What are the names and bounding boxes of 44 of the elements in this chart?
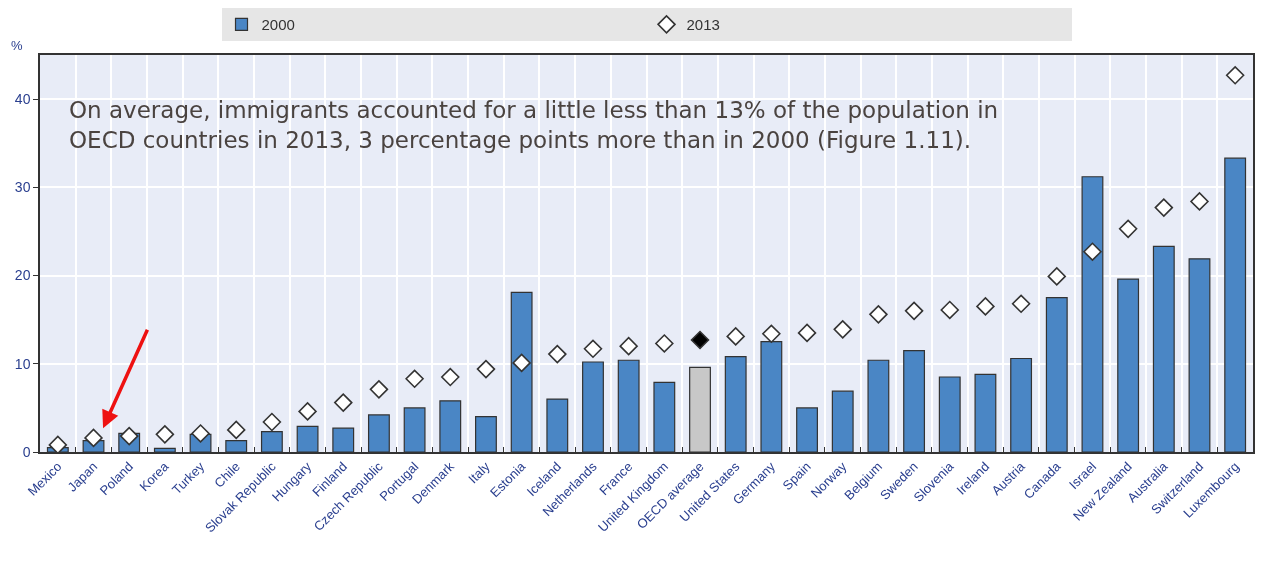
- point: [191, 424, 210, 443]
- point: [369, 380, 389, 399]
- point: [1118, 219, 1138, 239]
- y-tick-label: 0: [22, 443, 31, 460]
- point: [1225, 66, 1245, 85]
- point: [904, 301, 924, 321]
- point: [1047, 267, 1067, 286]
- point: [405, 369, 424, 389]
- point: [726, 327, 745, 346]
- point: [762, 324, 781, 344]
- point: [476, 359, 496, 379]
- annotation: On average, immigrants accounted for a little less than 13% of the population in OECD countries in 2013, 3 percentage points more than in 2000 (Figure 1.11).: [69, 97, 999, 153]
- point: [226, 420, 246, 440]
- point: [869, 305, 888, 324]
- y-tick-label: 10: [14, 355, 31, 372]
- y-tick-label: 30: [14, 179, 31, 196]
- y-tick-label: 40: [14, 91, 31, 108]
- point: [1154, 198, 1174, 217]
- point: [155, 425, 175, 444]
- point: [655, 334, 674, 353]
- point: [833, 320, 852, 339]
- point: [548, 344, 567, 364]
- point: [619, 336, 638, 356]
- point: [1083, 242, 1102, 261]
- point: [797, 323, 817, 343]
- legend-label: 2000: [261, 16, 295, 34]
- point: [262, 412, 282, 432]
- point: [84, 428, 103, 448]
- point: [583, 339, 603, 359]
- point: [119, 426, 139, 446]
- point: [334, 393, 353, 412]
- legend-label: 2013: [686, 16, 720, 34]
- point: [298, 402, 317, 421]
- point: [1011, 294, 1031, 314]
- x-tick-label: Italy: [465, 458, 494, 487]
- point: [512, 353, 531, 373]
- point: [441, 367, 460, 387]
- point: [976, 297, 995, 316]
- point: [940, 300, 959, 320]
- point: [1190, 192, 1209, 211]
- point: [690, 330, 710, 350]
- y-tick-label: 20: [14, 267, 31, 284]
- y-axis-title: %: [11, 38, 23, 53]
- point: [48, 435, 68, 452]
